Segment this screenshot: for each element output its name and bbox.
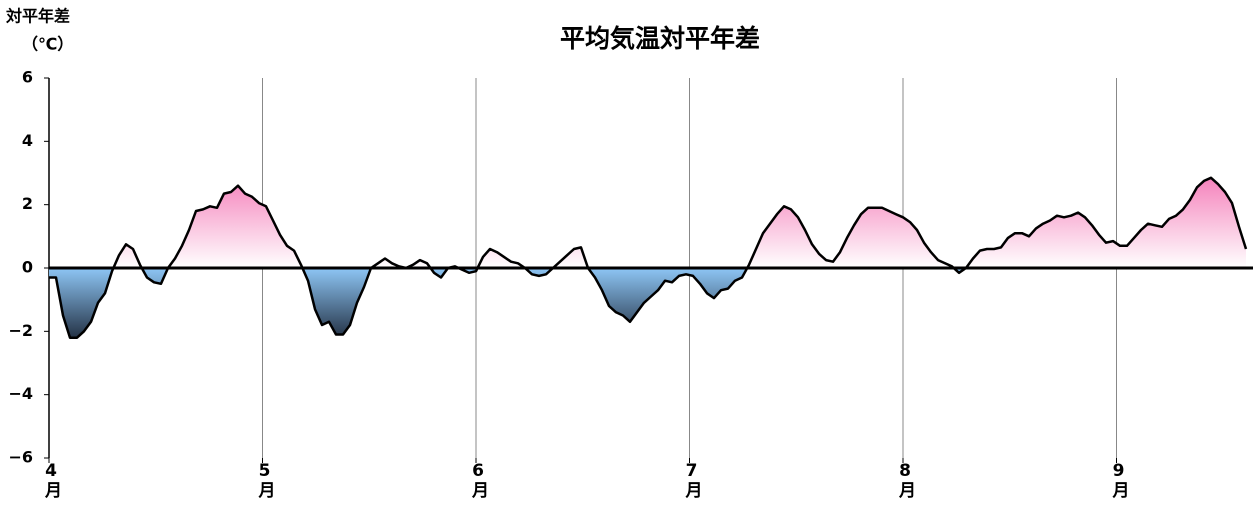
x-tick-label: 7月 <box>682 461 704 499</box>
y-tick-label: 2 <box>22 194 33 213</box>
x-tick-label: 6月 <box>468 461 490 499</box>
y-tick-label: −6 <box>8 448 33 467</box>
y-tick-label: 6 <box>22 68 33 87</box>
positive-fill <box>49 177 1246 268</box>
x-tick-label: 4月 <box>41 461 63 499</box>
y-tick-label: 0 <box>22 258 33 277</box>
y-tick-label: −4 <box>8 384 33 403</box>
x-tick-label: 8月 <box>895 461 917 499</box>
data-line <box>49 176 1248 339</box>
y-axis-unit: （℃） <box>22 35 73 54</box>
y-tick-label: 4 <box>22 131 33 150</box>
x-tick-label: 5月 <box>255 461 277 499</box>
y-tick-label: −2 <box>8 321 33 340</box>
x-tick-label: 9月 <box>1109 461 1131 499</box>
chart-title: 平均気温対平年差 <box>560 24 760 53</box>
y-axis-title: 対平年差 <box>5 7 70 26</box>
negative-fill <box>49 268 1246 338</box>
